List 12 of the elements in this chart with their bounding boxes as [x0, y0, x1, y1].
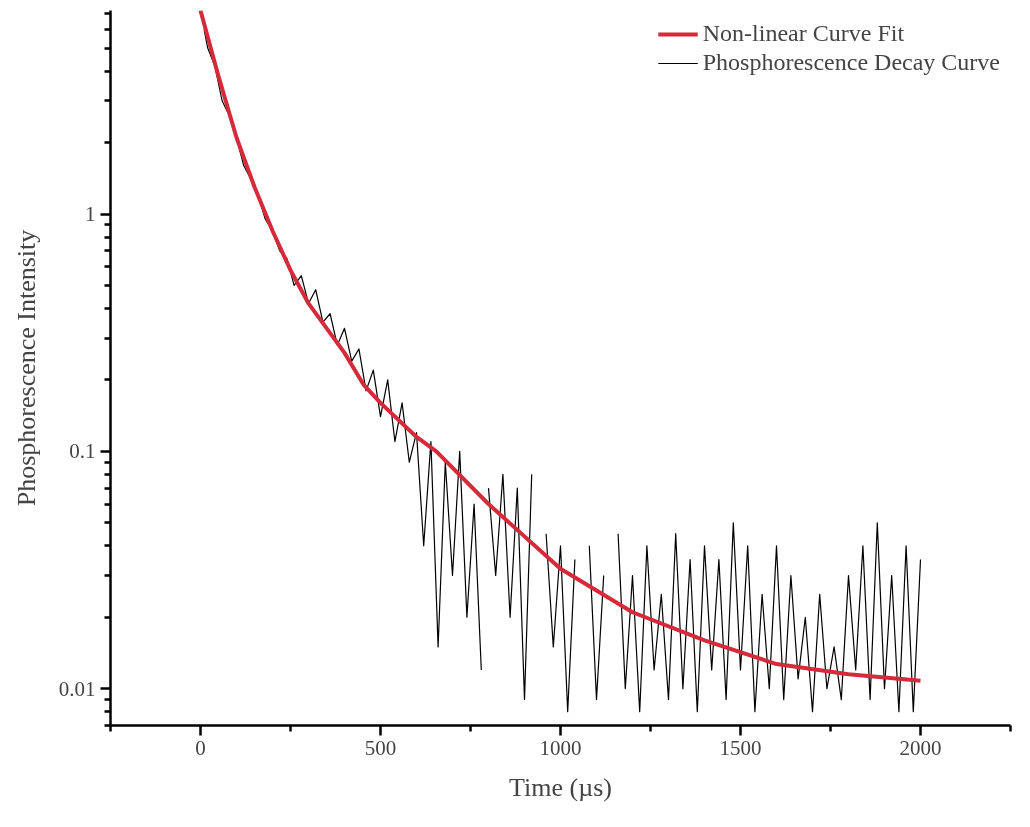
- x-tick-label: 1000: [539, 735, 582, 760]
- x-tick-label: 1500: [719, 735, 762, 760]
- x-tick-label: 500: [364, 735, 397, 760]
- x-tick-label: 2000: [899, 735, 942, 760]
- y-tick-label: 0.1: [69, 439, 96, 464]
- y-tick-label: 0.01: [58, 676, 96, 701]
- y-axis-title: Phosphorescence Intensity: [11, 229, 41, 507]
- y-tick-label: 1: [85, 202, 96, 226]
- x-tick-label: 0: [195, 735, 206, 760]
- legend-label: Non-linear Curve Fit: [702, 20, 905, 47]
- legend-label: Phosphorescence Decay Curve: [702, 49, 1000, 76]
- x-axis-title: Time (µs): [509, 772, 612, 802]
